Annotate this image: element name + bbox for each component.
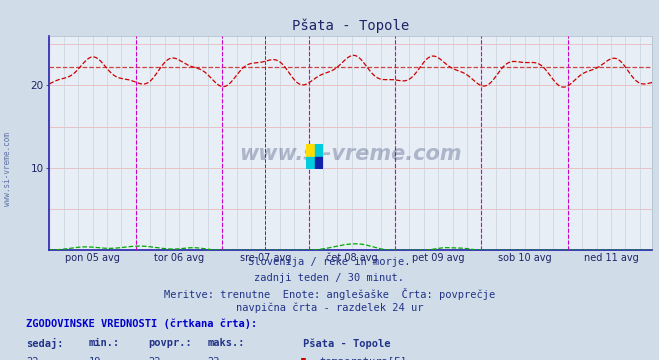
Text: www.si-vreme.com: www.si-vreme.com [3, 132, 13, 206]
Title: Pšata - Topole: Pšata - Topole [293, 19, 409, 33]
Bar [306, 144, 315, 157]
Text: navpična črta - razdelek 24 ur: navpična črta - razdelek 24 ur [236, 303, 423, 313]
Text: min.:: min.: [89, 338, 120, 348]
Text: 22: 22 [26, 357, 39, 360]
Text: sedaj:: sedaj: [26, 338, 64, 350]
Text: Slovenija / reke in morje.: Slovenija / reke in morje. [248, 257, 411, 267]
Text: 19: 19 [89, 357, 101, 360]
Bar [315, 144, 323, 157]
Bar [315, 157, 323, 169]
Text: povpr.:: povpr.: [148, 338, 192, 348]
Text: Meritve: trenutne  Enote: anglešaške  Črta: povprečje: Meritve: trenutne Enote: anglešaške Črta… [164, 288, 495, 300]
Text: temperatura[F]: temperatura[F] [320, 357, 407, 360]
Text: 22: 22 [148, 357, 161, 360]
Bar [306, 157, 315, 169]
Text: maks.:: maks.: [208, 338, 245, 348]
Text: Pšata - Topole: Pšata - Topole [303, 338, 391, 349]
Text: ▮: ▮ [300, 355, 306, 360]
Text: www.si-vreme.com: www.si-vreme.com [240, 144, 462, 164]
Text: 23: 23 [208, 357, 220, 360]
Text: ZGODOVINSKE VREDNOSTI (črtkana črta):: ZGODOVINSKE VREDNOSTI (črtkana črta): [26, 319, 258, 329]
Text: zadnji teden / 30 minut.: zadnji teden / 30 minut. [254, 273, 405, 283]
